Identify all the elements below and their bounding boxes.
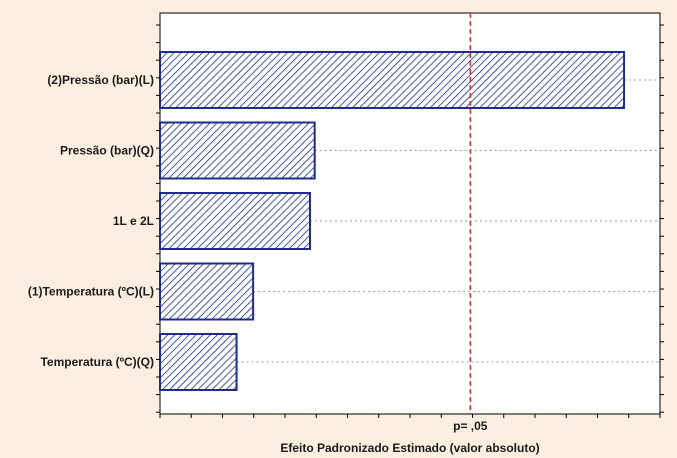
- category-label: Pressão (bar)(Q): [60, 144, 154, 158]
- bar: [159, 262, 255, 321]
- category-label: (2)Pressão (bar)(L): [47, 73, 154, 87]
- category-label: (1)Temperatura (ºC)(L): [28, 285, 154, 299]
- category-label: 1L e 2L: [113, 214, 154, 228]
- bar: [159, 333, 238, 391]
- category-label: Temperatura (ºC)(Q): [40, 355, 154, 369]
- bar: [159, 121, 316, 180]
- bar: [159, 192, 311, 250]
- x-axis-title: Efeito Padronizado Estimado (valor absol…: [280, 441, 539, 455]
- significance-label: p= ,05: [453, 419, 488, 433]
- bar: [159, 51, 626, 109]
